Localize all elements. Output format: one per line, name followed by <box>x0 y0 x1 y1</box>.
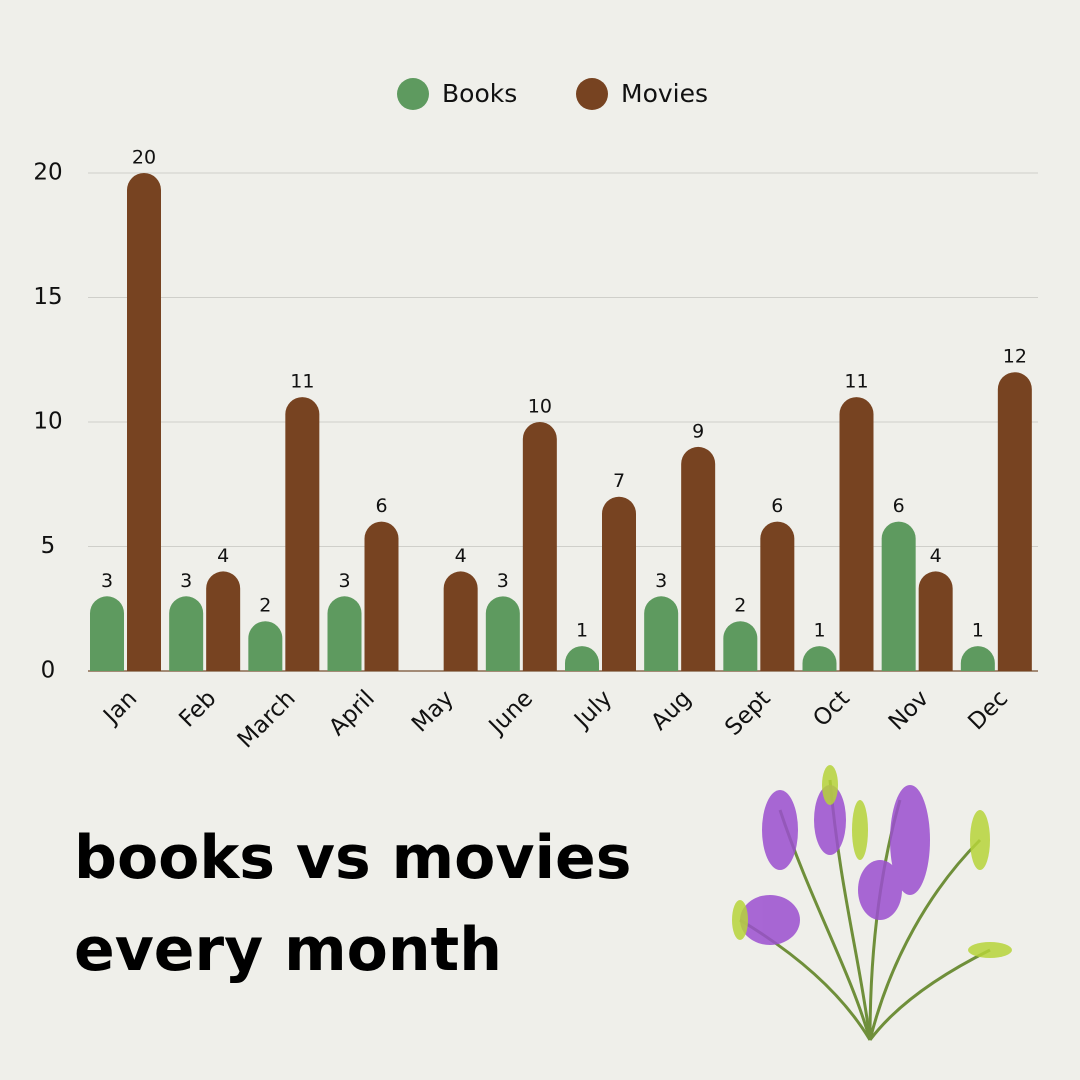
value-label: 6 <box>375 495 387 517</box>
bar <box>918 571 953 671</box>
y-tick-label: 0 <box>41 658 56 684</box>
x-tick-label: May <box>407 685 459 737</box>
x-tick-label: Nov <box>884 685 934 735</box>
value-label: 3 <box>497 570 509 592</box>
x-tick-label: Feb <box>174 685 221 732</box>
x-tick-label: Jan <box>97 685 142 730</box>
value-label: 20 <box>132 147 156 169</box>
bar <box>485 596 520 671</box>
x-tick-label: Aug <box>646 685 696 735</box>
bar <box>644 596 679 671</box>
value-label: 3 <box>101 570 113 592</box>
bar <box>364 521 399 671</box>
bar <box>997 372 1032 671</box>
bar <box>960 646 995 671</box>
x-tick-label: April <box>324 685 380 741</box>
x-tick-label: July <box>568 685 617 734</box>
legend-label: Movies <box>621 79 708 108</box>
value-label: 7 <box>613 470 625 492</box>
bar <box>723 621 758 671</box>
bar <box>602 496 636 671</box>
value-label: 2 <box>734 595 746 617</box>
value-label: 11 <box>844 371 868 393</box>
value-label: 3 <box>655 570 667 592</box>
chart-title: books vs movies every month <box>74 823 632 985</box>
value-label: 9 <box>692 420 704 442</box>
value-label: 1 <box>576 620 588 642</box>
bar <box>881 521 916 671</box>
value-label: 4 <box>930 545 942 567</box>
x-tick-label: Oct <box>808 685 855 732</box>
bar <box>90 596 124 671</box>
flower-decoration <box>732 765 1012 1041</box>
x-tick-label: Sept <box>720 685 775 740</box>
y-tick-label: 10 <box>33 409 62 435</box>
value-label: 6 <box>893 495 905 517</box>
value-label: 6 <box>771 495 783 517</box>
value-label: 12 <box>1003 346 1027 368</box>
bar <box>760 521 795 671</box>
x-tick-label: March <box>233 685 301 753</box>
value-label: 3 <box>180 570 192 592</box>
value-label: 1 <box>813 620 825 642</box>
value-label: 4 <box>217 545 229 567</box>
bar <box>248 621 283 671</box>
bar <box>802 646 837 671</box>
x-tick-label: June <box>483 685 538 740</box>
bar <box>839 397 874 671</box>
bar <box>681 446 716 671</box>
legend-label: Books <box>442 79 517 108</box>
bar <box>565 646 599 671</box>
value-label: 1 <box>972 620 984 642</box>
bar <box>127 173 161 671</box>
legend-swatch <box>576 78 608 110</box>
value-label: 3 <box>338 570 350 592</box>
bar <box>169 596 204 671</box>
legend-swatch <box>397 78 429 110</box>
value-label: 10 <box>528 396 552 418</box>
value-label: 11 <box>290 371 314 393</box>
bar <box>327 596 362 671</box>
bar <box>522 422 557 671</box>
bar <box>443 571 478 671</box>
bar <box>206 571 241 671</box>
y-tick-label: 20 <box>33 160 62 186</box>
bar <box>285 397 320 671</box>
value-label: 2 <box>259 595 271 617</box>
y-tick-label: 5 <box>41 533 56 559</box>
value-label: 4 <box>455 545 467 567</box>
y-tick-label: 15 <box>33 284 62 310</box>
x-tick-label: Dec <box>963 685 1013 735</box>
